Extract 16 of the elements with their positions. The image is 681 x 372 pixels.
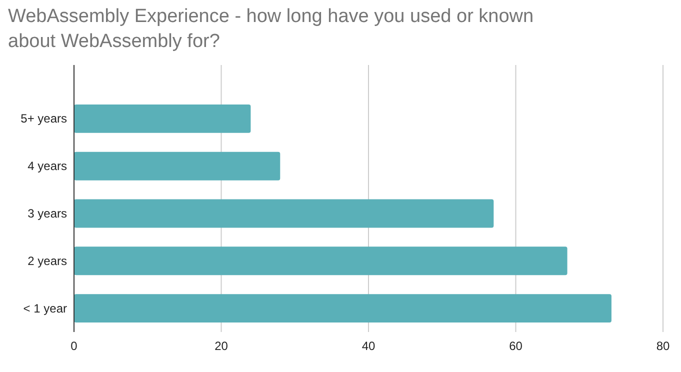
x-tick-label: 40	[362, 339, 376, 353]
y-tick-label: < 1 year	[23, 301, 67, 316]
y-tick-label: 4 years	[28, 159, 67, 174]
bar	[74, 152, 280, 180]
x-tick-label: 0	[70, 339, 78, 353]
x-tick-label: 60	[509, 339, 523, 353]
chart-title: WebAssembly Experience - how long have you used or known about WebAssembly for?	[8, 6, 534, 52]
y-tick-label: 5+ years	[20, 112, 67, 126]
bar	[74, 199, 494, 228]
x-tick-label: 80	[656, 339, 670, 353]
bar	[74, 104, 251, 133]
y-tick-label: 2 years	[28, 254, 67, 268]
bar	[74, 246, 568, 276]
y-tick-label: 3 years	[28, 206, 67, 220]
bar	[74, 294, 612, 323]
x-tick-label: 20	[214, 339, 228, 353]
